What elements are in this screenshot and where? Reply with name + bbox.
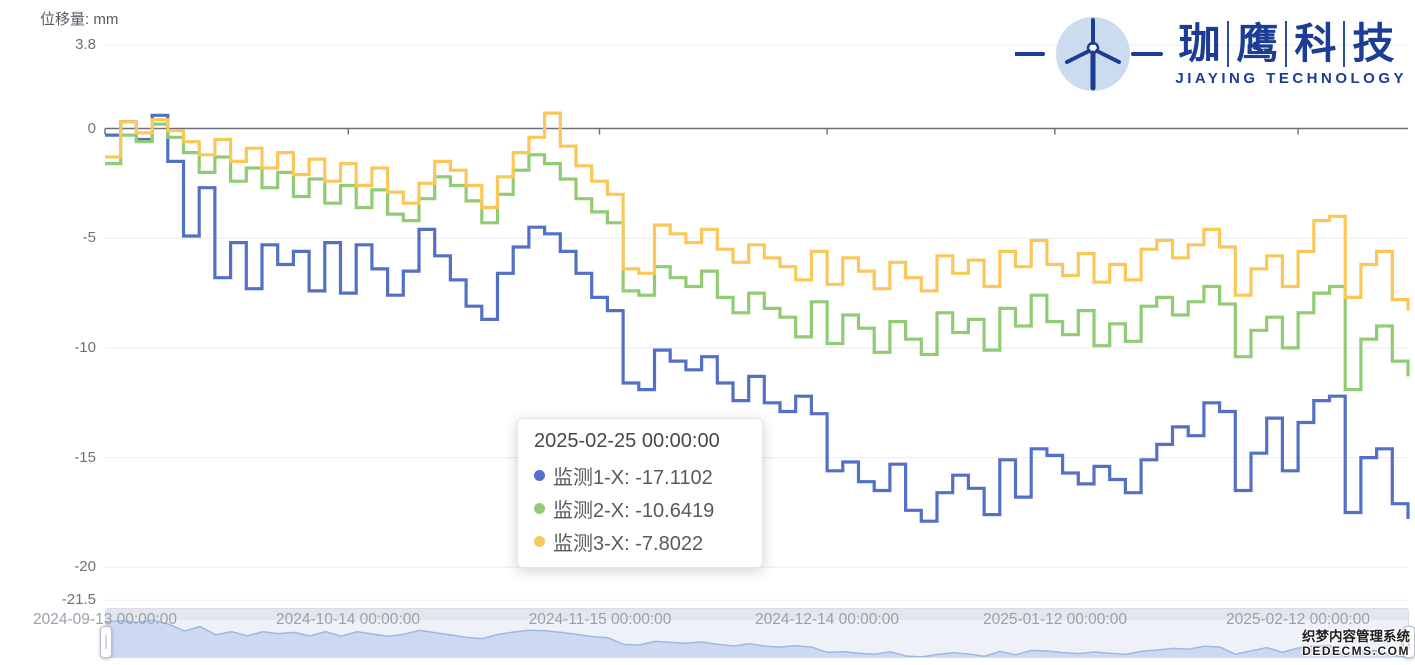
logo-chinese-name: 珈鹰科技	[1171, 21, 1401, 67]
y-tick-label: 0	[87, 120, 96, 137]
datazoom-data-shadow	[106, 619, 1408, 657]
x-tick-label: 2024-11-15 00:00:00	[528, 611, 672, 628]
y-axis-title: 位移量: mm	[40, 11, 119, 28]
y-tick-label: -5	[82, 229, 96, 246]
datazoom-slider[interactable]	[100, 608, 1415, 658]
watermark-line1: 织梦内容管理系统	[1302, 629, 1410, 644]
tooltip-series-value: 监测2-X: -10.6419	[553, 500, 715, 522]
x-tick-label: 2025-02-12 00:00:00	[1226, 611, 1370, 628]
y-tick-label: -15	[74, 449, 96, 466]
company-logo: 珈鹰科技 JIAYING TECHNOLOGY	[1015, 12, 1407, 96]
x-tick-label: 2024-12-14 00:00:00	[755, 611, 899, 628]
watermark-line2: DEDECMS.COM	[1302, 644, 1410, 658]
tooltip-date: 2025-02-25 00:00:00	[534, 430, 720, 452]
y-tick-label: -10	[74, 339, 96, 356]
chart-tooltip: 2025-02-25 00:00:00 监测1-X: -17.1102 监测2-…	[517, 418, 763, 568]
y-tick-label: -21.5	[61, 591, 96, 608]
x-tick-label: 2024-10-14 00:00:00	[276, 611, 420, 628]
series-color-dot	[534, 470, 545, 481]
y-tick-label: 3.8	[75, 36, 96, 53]
y-tick-label: -20	[74, 558, 96, 575]
x-tick-label: 2024-09-13 00:00:00	[33, 611, 177, 628]
logo-english-name: JIAYING TECHNOLOGY	[1175, 70, 1407, 87]
datazoom-left-handle[interactable]	[100, 626, 112, 658]
tooltip-series-row: 监测2-X: -10.6419	[534, 492, 746, 525]
tooltip-series-value: 监测1-X: -17.1102	[553, 467, 713, 489]
tooltip-series-value: 监测3-X: -7.8022	[553, 533, 704, 555]
watermark: 织梦内容管理系统 DEDECMS.COM	[1302, 629, 1410, 659]
x-tick-label: 2025-01-12 00:00:00	[983, 611, 1127, 628]
tooltip-series-row: 监测1-X: -17.1102	[534, 459, 746, 492]
tooltip-series-row: 监测3-X: -7.8022	[534, 525, 746, 558]
series-color-dot	[534, 503, 545, 514]
wind-turbine-icon	[1015, 17, 1164, 91]
datazoom-background-strip	[106, 609, 1408, 620]
series-color-dot	[534, 536, 545, 547]
